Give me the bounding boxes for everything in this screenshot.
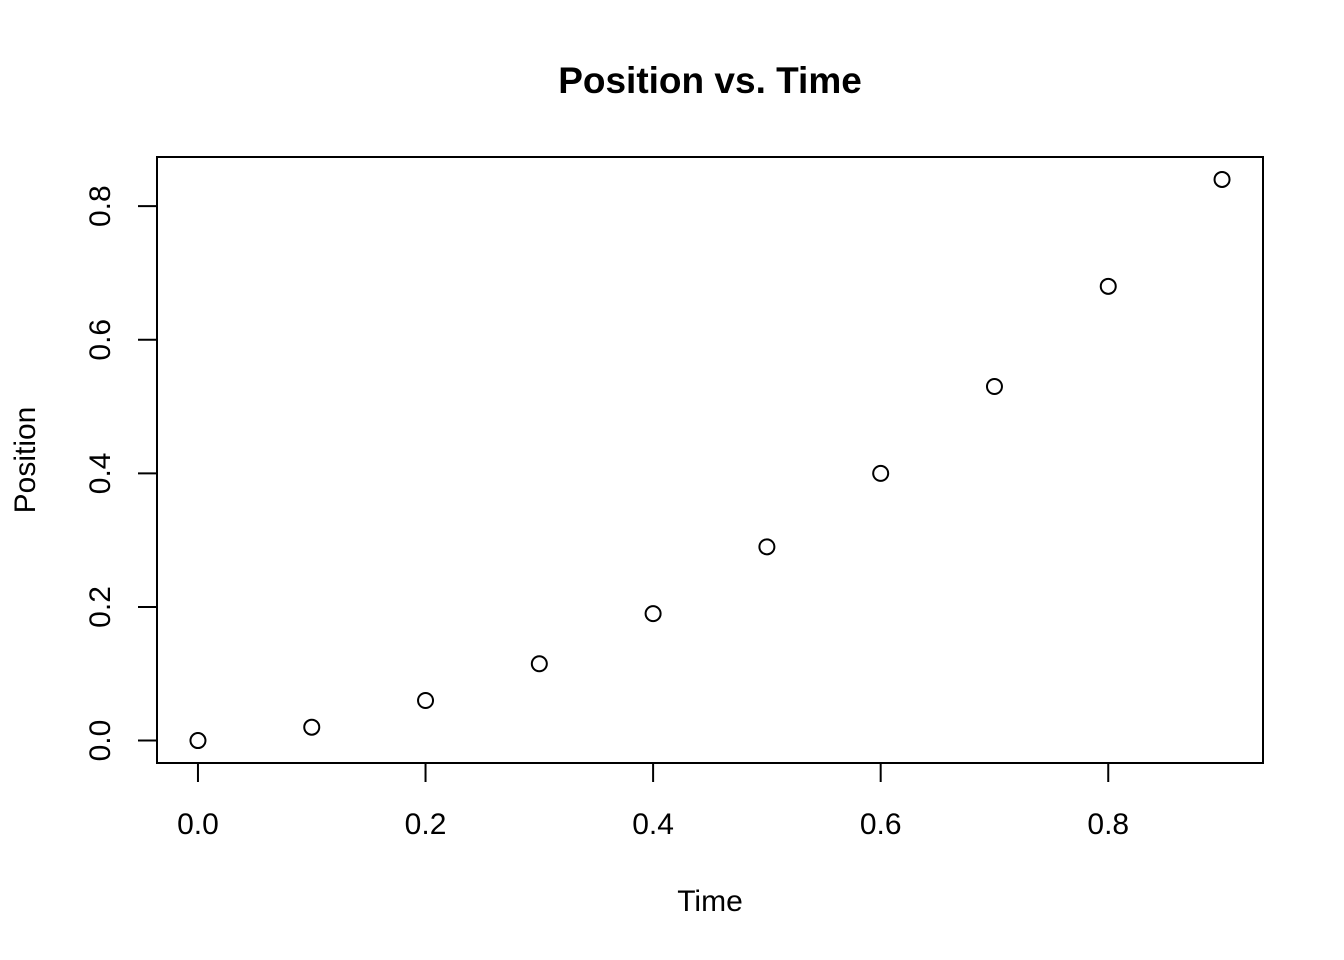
data-point <box>872 464 890 482</box>
y-tick-label: 0.4 <box>84 453 117 495</box>
plot-frame <box>156 156 1264 764</box>
y-axis: 0.0 0.2 0.4 0.6 0.8 <box>84 185 158 762</box>
data-point <box>530 655 548 673</box>
y-tick-label: 0.0 <box>84 720 117 762</box>
data-point <box>1099 277 1117 295</box>
data-point <box>417 691 435 709</box>
y-axis-label: Position <box>9 407 42 514</box>
y-tick-label: 0.6 <box>84 319 117 361</box>
data-point <box>758 538 776 556</box>
x-tick-label: 0.4 <box>632 808 674 841</box>
x-axis-label: Time <box>677 885 743 918</box>
data-points <box>189 170 1231 750</box>
x-tick-label: 0.6 <box>860 808 902 841</box>
data-point <box>1213 170 1231 188</box>
data-point <box>644 605 662 623</box>
y-tick-label: 0.2 <box>84 586 117 628</box>
x-tick-label: 0.0 <box>177 808 219 841</box>
data-point <box>189 732 207 750</box>
chart-title: Position vs. Time <box>558 60 862 101</box>
y-tick-label: 0.8 <box>84 185 117 227</box>
x-tick-label: 0.2 <box>405 808 447 841</box>
data-point <box>985 378 1003 396</box>
x-tick-label: 0.8 <box>1087 808 1129 841</box>
data-point <box>303 718 321 736</box>
x-axis: 0.0 0.2 0.4 0.6 0.8 <box>177 762 1129 841</box>
